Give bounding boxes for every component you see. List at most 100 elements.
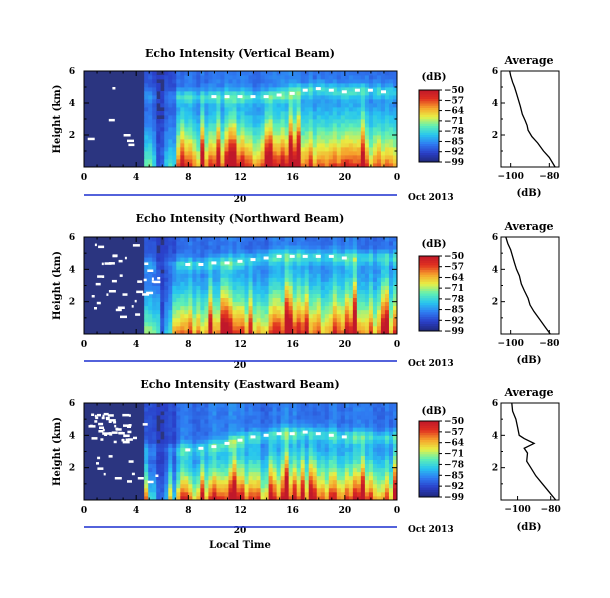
heatmap-cell bbox=[156, 237, 161, 242]
heatmap-cell bbox=[308, 269, 314, 274]
heatmap-cell bbox=[316, 79, 322, 84]
heatmap-cell bbox=[360, 155, 366, 160]
heatmap-cell bbox=[308, 289, 314, 294]
heatmap-cell bbox=[296, 459, 302, 465]
heatmap-cell bbox=[232, 309, 237, 315]
heatmap-cell bbox=[256, 71, 261, 76]
heatmap-cell bbox=[392, 91, 398, 96]
heatmap-cell bbox=[284, 289, 290, 294]
heatmap-cell bbox=[160, 253, 165, 258]
heatmap-cell bbox=[168, 151, 173, 156]
heatmap-cell bbox=[340, 249, 346, 254]
heatmap-cell bbox=[208, 159, 213, 164]
heatmap-cell bbox=[304, 261, 310, 266]
heatmap-cell bbox=[184, 91, 189, 96]
heatmap-cell bbox=[344, 237, 350, 242]
heatmap-cell bbox=[320, 435, 326, 440]
heatmap-cell bbox=[308, 483, 314, 489]
heatmap-cell bbox=[308, 431, 314, 436]
heatmap-cell bbox=[208, 483, 213, 489]
heatmap-cell bbox=[304, 325, 310, 331]
heatmap-cell bbox=[304, 423, 310, 428]
heatmap-cell bbox=[288, 155, 294, 160]
heatmap-cell bbox=[392, 423, 398, 428]
heatmap-cell bbox=[336, 253, 342, 258]
heatmap-cell bbox=[276, 131, 282, 136]
heatmap-cell bbox=[228, 297, 233, 303]
heatmap-cell bbox=[288, 71, 294, 76]
heatmap-cell bbox=[168, 305, 173, 311]
heatmap-cell bbox=[260, 265, 265, 270]
heatmap-cell bbox=[200, 79, 205, 84]
heatmap-cell bbox=[336, 491, 342, 497]
heatmap-cell bbox=[224, 281, 229, 286]
heatmap-cell bbox=[268, 293, 273, 299]
heatmap-cell bbox=[280, 127, 286, 132]
heatmap-cell bbox=[144, 407, 149, 412]
heatmap-cell bbox=[276, 71, 282, 76]
heatmap-cell bbox=[168, 455, 173, 460]
heatmap-cell bbox=[204, 119, 209, 124]
heatmap-cell bbox=[192, 467, 197, 473]
heatmap-cell bbox=[300, 131, 306, 136]
heatmap-cell bbox=[364, 297, 370, 303]
heatmap-cell bbox=[340, 163, 346, 168]
heatmap-cell bbox=[228, 273, 233, 278]
heatmap-cell bbox=[156, 143, 161, 148]
heatmap-cell bbox=[224, 103, 229, 108]
heatmap-cell bbox=[328, 127, 334, 132]
heatmap-cell bbox=[340, 483, 346, 489]
missing-data-mark bbox=[134, 299, 137, 303]
heatmap-cell bbox=[216, 463, 221, 469]
heatmap-cell bbox=[336, 95, 342, 100]
heatmap-cell bbox=[204, 71, 209, 76]
heatmap-cell bbox=[368, 135, 374, 140]
heatmap-cell bbox=[388, 483, 394, 489]
heatmap-cell bbox=[244, 447, 249, 452]
heatmap-cell bbox=[256, 435, 261, 440]
heatmap-cell bbox=[376, 321, 382, 327]
heatmap-cell bbox=[364, 313, 370, 319]
heatmap-cell bbox=[300, 427, 306, 432]
date-day: 20 bbox=[234, 195, 247, 205]
heatmap-cell bbox=[364, 475, 370, 481]
heatmap-cell bbox=[240, 459, 245, 465]
heatmap-cell bbox=[228, 163, 233, 168]
heatmap-cell bbox=[172, 439, 177, 444]
heatmap-cell bbox=[264, 99, 269, 104]
heatmap-cell bbox=[288, 107, 294, 112]
heatmap-cell bbox=[304, 403, 310, 408]
heatmap-cell bbox=[280, 305, 286, 311]
heatmap-cell bbox=[228, 159, 233, 164]
heatmap-cell bbox=[392, 237, 398, 242]
heatmap-cell bbox=[212, 419, 217, 424]
heatmap-cell bbox=[376, 463, 382, 469]
heatmap-cell bbox=[364, 439, 370, 444]
heatmap-cell bbox=[332, 309, 338, 315]
heatmap-cell bbox=[184, 407, 189, 412]
heatmap-cell bbox=[212, 475, 217, 481]
heatmap-cell bbox=[348, 285, 354, 290]
heatmap-cell bbox=[152, 159, 157, 164]
heatmap-cell bbox=[372, 325, 378, 331]
heatmap-cell bbox=[372, 151, 378, 156]
heatmap-cell bbox=[200, 87, 205, 92]
heatmap-cell bbox=[168, 91, 173, 96]
heatmap-cell bbox=[204, 451, 209, 456]
heatmap-cell bbox=[216, 71, 221, 76]
heatmap-cell bbox=[200, 487, 205, 493]
heatmap-cell bbox=[236, 83, 241, 88]
heatmap-cell bbox=[172, 107, 177, 112]
heatmap-cell bbox=[380, 281, 386, 286]
heatmap-cell bbox=[280, 285, 286, 290]
heatmap-cell bbox=[256, 419, 261, 424]
heatmap-cell bbox=[332, 293, 338, 299]
heatmap-cell bbox=[320, 467, 326, 473]
bright-layer-mark bbox=[341, 435, 347, 439]
heatmap-cell bbox=[252, 83, 257, 88]
panel-eastward: Echo Intensity (Eastward Beam) 0 4 8 12 16 20… bbox=[52, 378, 561, 536]
heatmap-cell bbox=[268, 487, 273, 493]
heatmap-cell bbox=[296, 237, 302, 242]
heatmap-cell bbox=[232, 87, 237, 92]
heatmap-cell bbox=[384, 135, 390, 140]
